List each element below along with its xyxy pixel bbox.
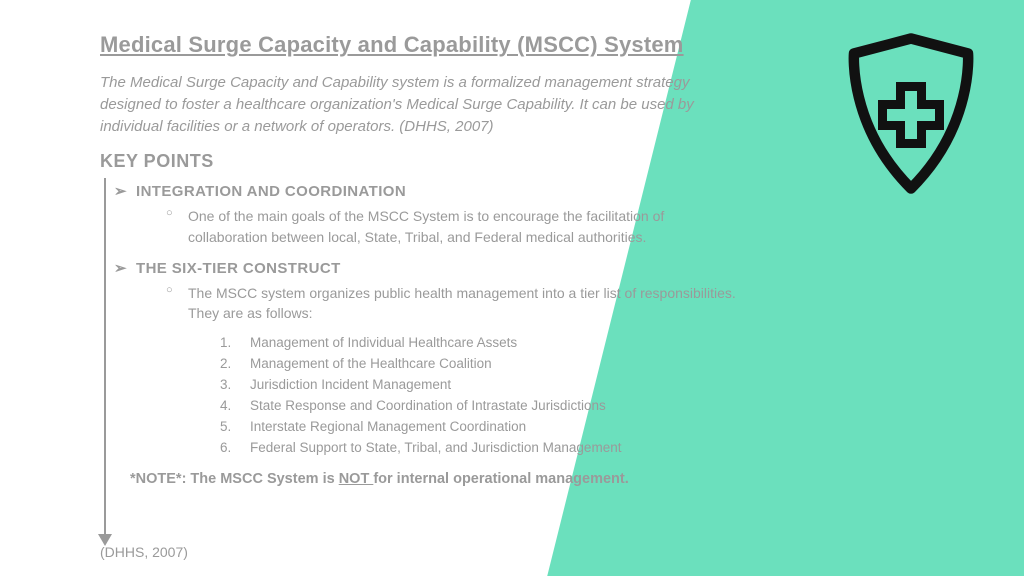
- tier-item: Jurisdiction Incident Management: [220, 375, 740, 396]
- content-area: Medical Surge Capacity and Capability (M…: [100, 32, 740, 487]
- note-prefix: *NOTE*: The MSCC System is: [130, 471, 339, 487]
- citation: (DHHS, 2007): [100, 544, 188, 560]
- slide: Medical Surge Capacity and Capability (M…: [0, 0, 1024, 576]
- tier-list: Management of Individual Healthcare Asse…: [220, 333, 740, 459]
- shield-icon: [836, 30, 986, 200]
- note-suffix: for internal operational management.: [373, 471, 628, 487]
- key-points-block: INTEGRATION AND COORDINATION One of the …: [100, 182, 740, 487]
- note-not: NOT: [339, 471, 374, 487]
- point-integration: INTEGRATION AND COORDINATION One of the …: [138, 182, 740, 247]
- intro-paragraph: The Medical Surge Capacity and Capabilit…: [100, 72, 740, 137]
- point-six-tier: THE SIX-TIER CONSTRUCT The MSCC system o…: [138, 259, 740, 459]
- tier-item: State Response and Coordination of Intra…: [220, 396, 740, 417]
- page-title: Medical Surge Capacity and Capability (M…: [100, 32, 740, 58]
- point-title: INTEGRATION AND COORDINATION: [138, 182, 740, 200]
- key-points-heading: KEY POINTS: [100, 151, 740, 172]
- tier-item: Interstate Regional Management Coordinat…: [220, 417, 740, 438]
- point-title: THE SIX-TIER CONSTRUCT: [138, 259, 740, 277]
- tier-item: Management of Individual Healthcare Asse…: [220, 333, 740, 354]
- point-sub: One of the main goals of the MSCC System…: [166, 206, 740, 247]
- point-sub: The MSCC system organizes public health …: [166, 283, 740, 324]
- tier-item: Federal Support to State, Tribal, and Ju…: [220, 438, 740, 459]
- tier-item: Management of the Healthcare Coalition: [220, 354, 740, 375]
- note-line: *NOTE*: The MSCC System is NOT for inter…: [130, 471, 740, 487]
